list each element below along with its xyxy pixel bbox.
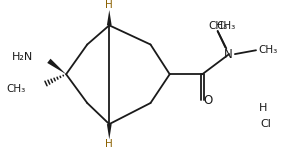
Text: H: H [105, 139, 113, 149]
Text: CH₃: CH₃ [217, 21, 236, 31]
Text: H₂N: H₂N [12, 52, 34, 62]
Text: CH₃: CH₃ [7, 84, 26, 94]
Text: H: H [259, 103, 267, 113]
Polygon shape [47, 59, 66, 74]
Text: H: H [105, 0, 113, 10]
Text: Cl: Cl [260, 119, 271, 129]
Polygon shape [107, 10, 112, 25]
Text: CH₃: CH₃ [259, 45, 278, 55]
Text: N: N [224, 48, 233, 61]
Text: O: O [203, 94, 213, 107]
Polygon shape [107, 124, 112, 140]
Text: CH₃: CH₃ [208, 21, 227, 31]
